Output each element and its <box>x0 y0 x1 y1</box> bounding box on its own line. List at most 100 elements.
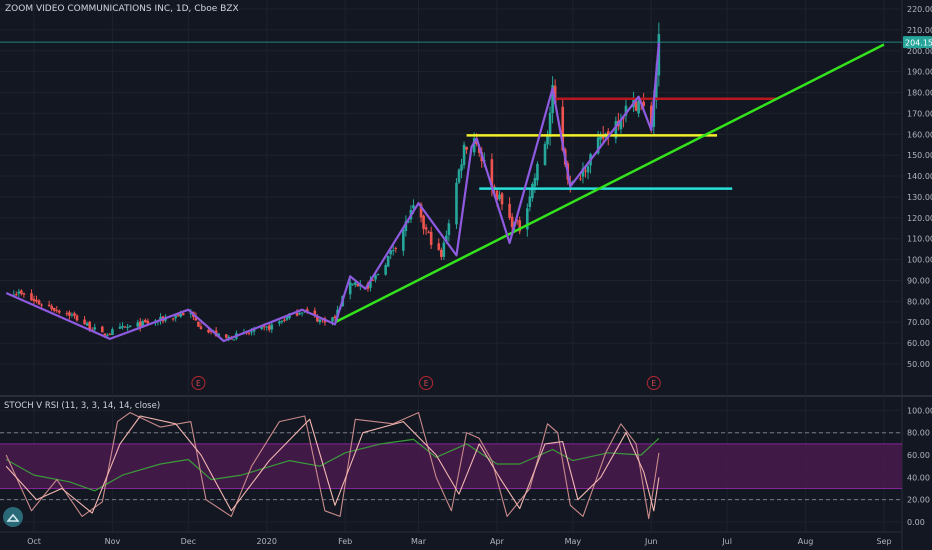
candle-body <box>14 294 18 296</box>
price-tick-label: 140.00 <box>907 172 932 181</box>
candle-body <box>429 231 433 245</box>
candle-body <box>356 283 360 287</box>
candle-body <box>262 326 266 328</box>
candle-body <box>103 333 107 336</box>
candle-body <box>510 216 514 228</box>
candle-body <box>280 320 284 322</box>
candle-body <box>207 329 210 333</box>
candle-body <box>300 312 304 314</box>
price-tick-label: 80.00 <box>907 297 930 306</box>
candle-body <box>579 178 582 180</box>
time-tick-label: Jun <box>644 537 658 546</box>
candle-body <box>624 105 628 116</box>
candle-body <box>265 326 269 328</box>
price-axis[interactable]: 50.00 60.00 70.00 80.00 90.00 100.00 110.00 120… <box>903 5 932 527</box>
indicator-tick-label: 80.00 <box>907 429 930 438</box>
price-tick-label: 150.00 <box>907 151 932 160</box>
time-axis[interactable]: Oct Nov Dec 2020 Feb Mar Apr May Jun Jul Aug Sep <box>27 537 891 546</box>
candle-body <box>37 300 41 305</box>
candle-body <box>40 304 43 306</box>
candle-body <box>490 159 494 190</box>
indicator-legend[interactable]: STOCH V RSI (11, 3, 3, 14, 14, close) <box>4 401 161 411</box>
candle-body <box>637 100 640 114</box>
candle-body <box>217 333 220 337</box>
candle-body <box>260 326 263 329</box>
indicator-tick-label: 0.00 <box>907 518 925 527</box>
candle-body <box>283 319 286 321</box>
candle-body <box>437 243 441 250</box>
candle-body <box>85 323 89 326</box>
candle-body <box>141 321 145 327</box>
candle-body <box>472 138 476 153</box>
candle-body <box>457 169 461 183</box>
candle-body <box>224 334 228 338</box>
candle-body <box>536 163 539 181</box>
candle-body <box>581 168 585 177</box>
candle-body <box>22 293 26 295</box>
candle-body <box>88 321 91 330</box>
time-tick-label: Feb <box>338 537 352 546</box>
candle-body <box>171 318 175 320</box>
candle-body <box>599 134 602 140</box>
candle-body <box>55 310 59 312</box>
price-tick-label: 120.00 <box>907 214 932 223</box>
candle-body <box>331 317 334 322</box>
candle-body <box>465 146 468 150</box>
candle-body <box>495 190 499 201</box>
candle-body <box>138 321 142 328</box>
candle-body <box>384 265 387 275</box>
price-tick-label: 200.00 <box>907 47 932 56</box>
candle-body <box>655 73 658 101</box>
last-price-value: 204.15 <box>905 39 932 48</box>
candle-body <box>389 250 392 255</box>
candle-body <box>546 136 549 145</box>
candle-body <box>136 322 140 327</box>
time-tick-label: Jul <box>721 537 732 546</box>
candle-body <box>144 320 147 323</box>
candle-body <box>295 312 299 316</box>
candle-body <box>20 290 23 294</box>
candle-body <box>614 121 618 139</box>
candle-body <box>128 325 132 327</box>
candle-body <box>232 339 236 341</box>
zigzag-line <box>5 42 660 343</box>
price-tick-label: 170.00 <box>907 109 932 118</box>
candle-body <box>111 329 114 336</box>
price-tick-label: 130.00 <box>907 193 932 202</box>
candle-body <box>371 279 375 281</box>
price-tick-label: 70.00 <box>907 318 930 327</box>
indicator-band <box>0 432 902 501</box>
candle-body <box>445 235 448 242</box>
candle-body <box>176 314 180 316</box>
earnings-marker-1[interactable]: E <box>191 376 206 390</box>
candle-body <box>146 320 150 324</box>
candle-body <box>412 205 415 209</box>
candle-body <box>70 314 74 316</box>
price-tick-label: 60.00 <box>907 339 930 348</box>
price-tick-label: 110.00 <box>907 235 932 244</box>
candle-body <box>553 85 557 104</box>
candle-body <box>227 336 231 338</box>
candle-body <box>298 313 301 315</box>
earnings-circle <box>646 376 661 390</box>
candle-body <box>179 313 183 317</box>
indicator-series <box>5 412 660 520</box>
drawing-tools[interactable] <box>5 42 885 343</box>
candle-body <box>57 310 61 313</box>
candle-body <box>101 326 104 333</box>
candle-body <box>455 182 458 225</box>
earnings-circle <box>191 376 206 390</box>
candle-body <box>121 325 124 328</box>
earnings-marker-3[interactable]: E <box>646 376 661 390</box>
price-tick-label: 180.00 <box>907 89 932 98</box>
indicator-line-rsi <box>5 437 660 492</box>
candle-body <box>164 318 167 321</box>
candle-body <box>267 325 271 330</box>
candle-body <box>601 135 605 139</box>
earnings-marker-2[interactable]: E <box>419 376 434 390</box>
candle-body <box>159 316 162 321</box>
candle-body <box>586 166 590 173</box>
candle-body <box>596 137 600 154</box>
